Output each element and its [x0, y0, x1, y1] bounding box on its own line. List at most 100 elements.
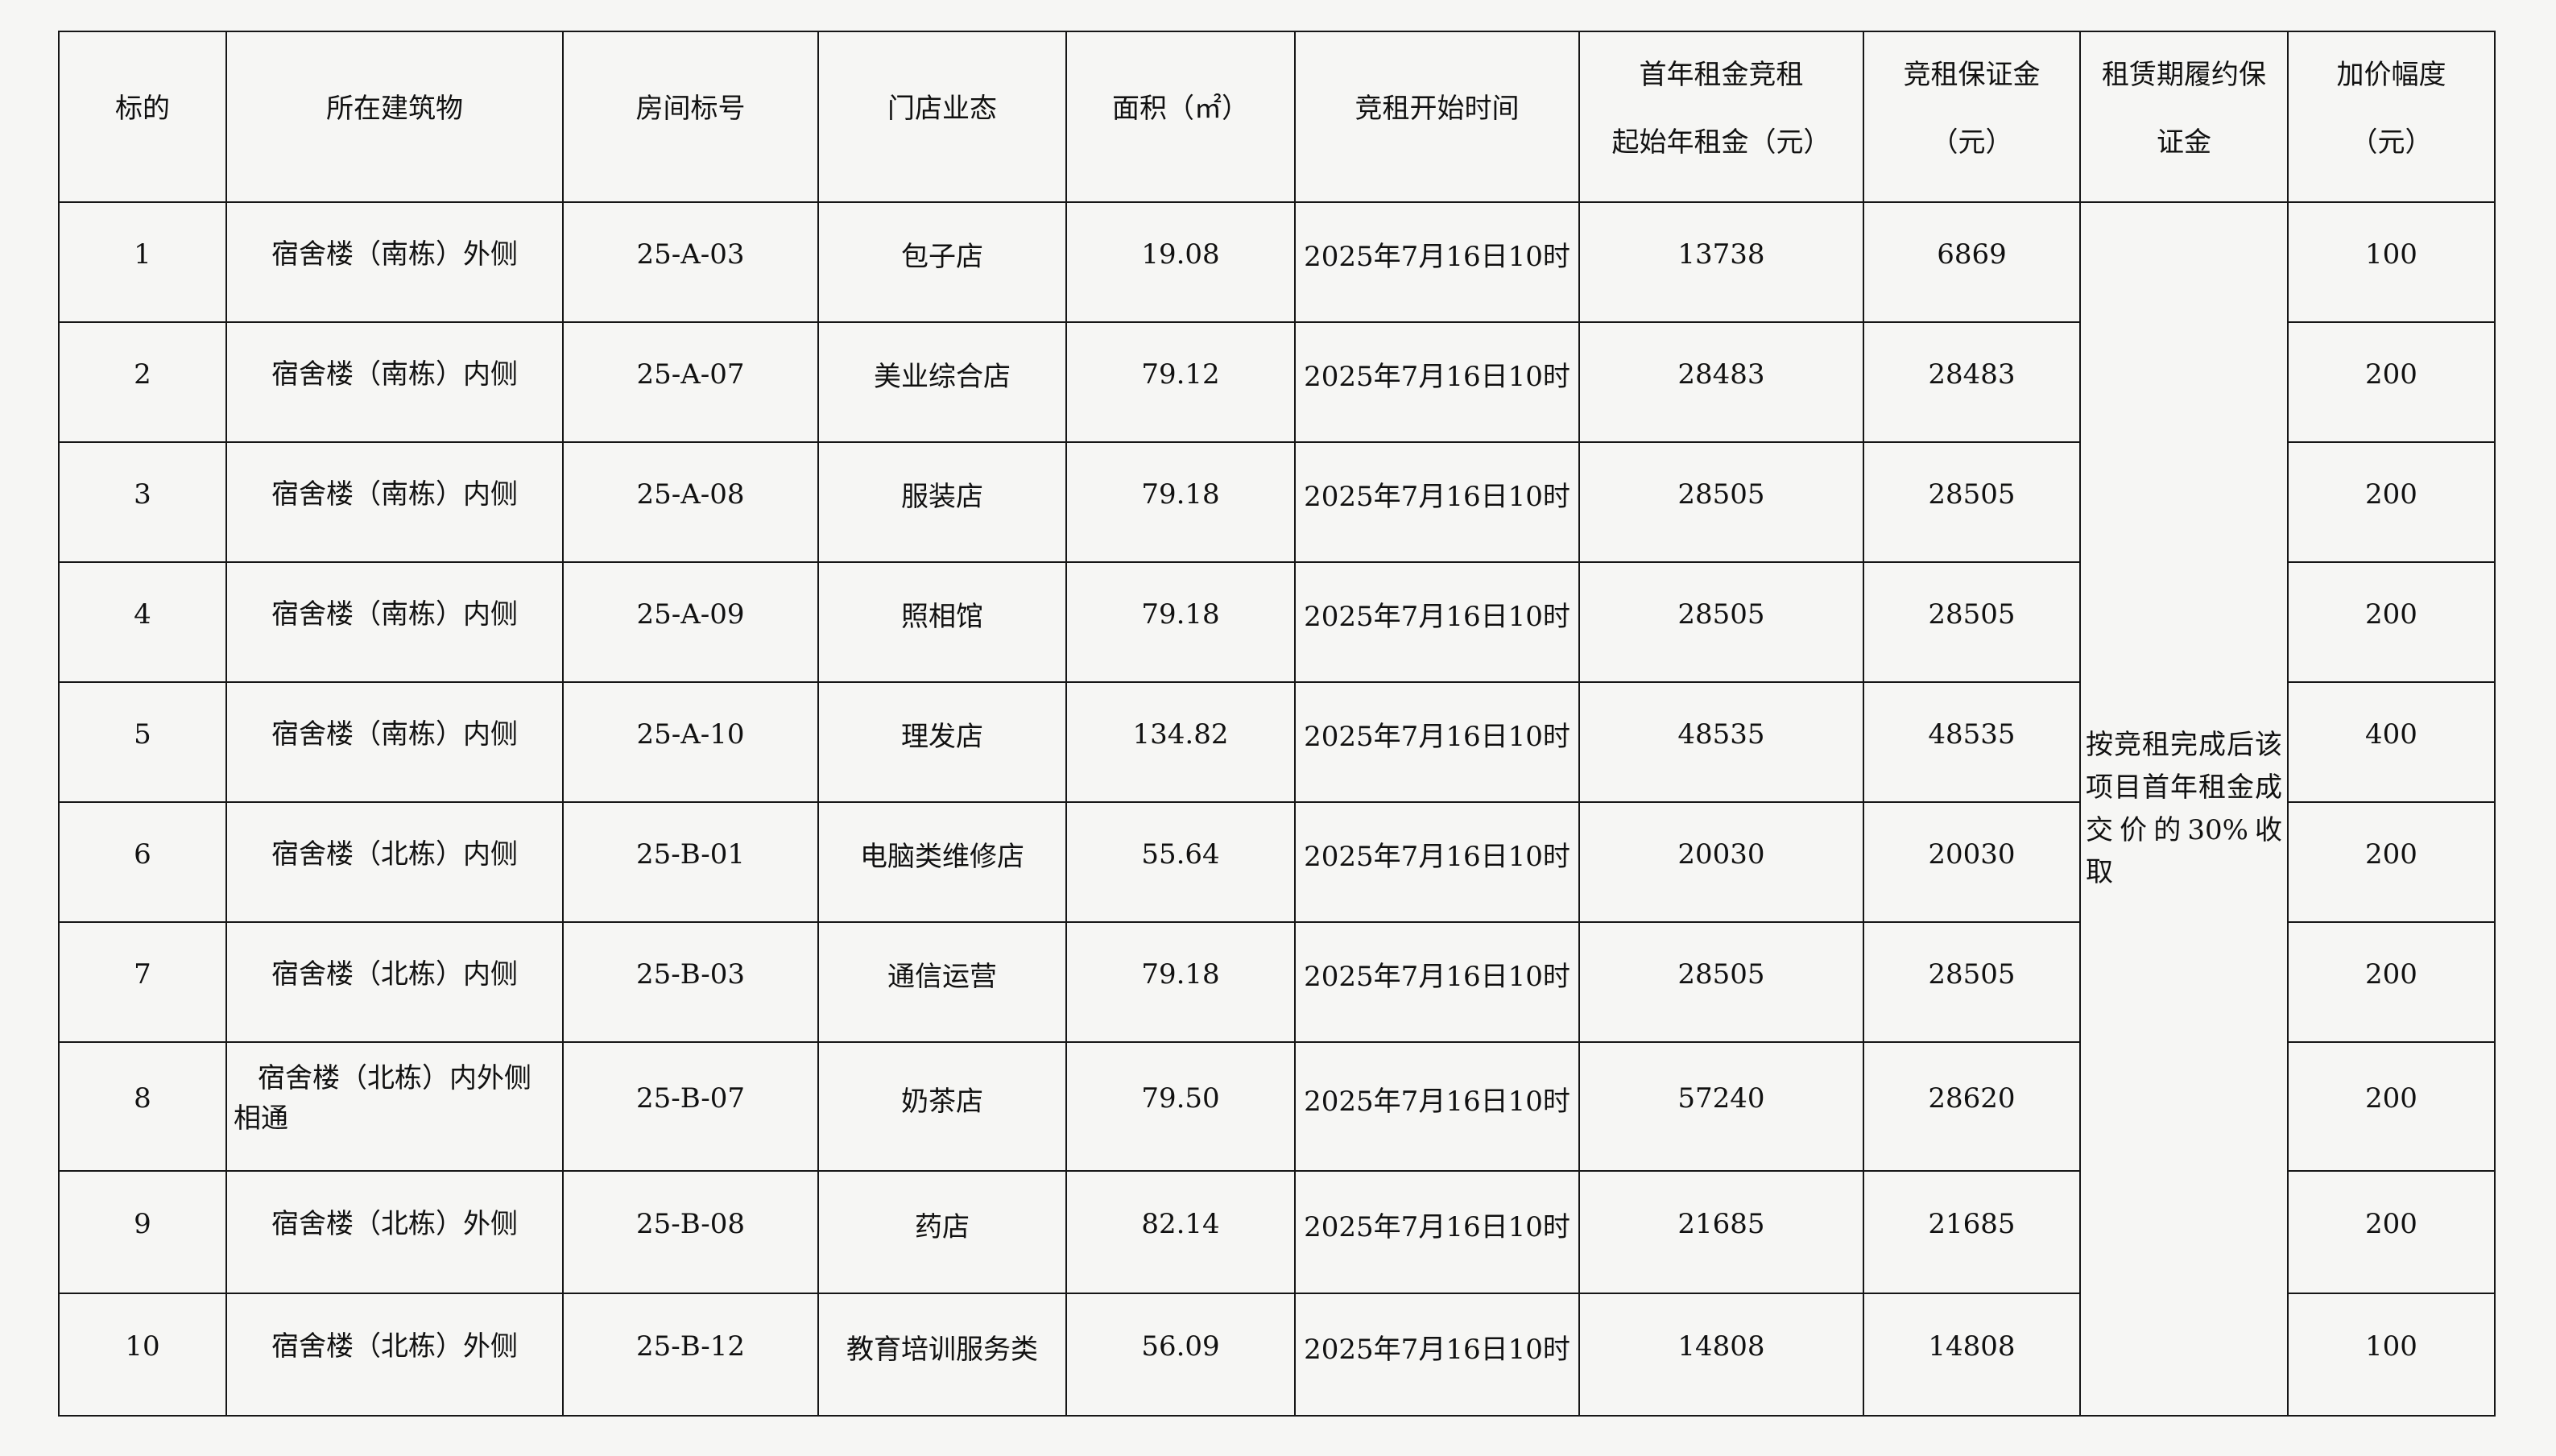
cell-business-type: 奶茶店 — [817, 1041, 1067, 1172]
cell-building: 宿舍楼（北栋）外侧 — [225, 1293, 564, 1417]
col-header-building: 所在建筑物 — [225, 31, 564, 203]
cell-room-no: 25-A-07 — [562, 321, 819, 443]
cell-room-no: 25-A-03 — [562, 201, 819, 323]
cell-room-no: 25-B-07 — [562, 1041, 819, 1172]
cell-business-type: 照相馆 — [817, 561, 1067, 683]
table-row: 6 宿舍楼（北栋）内侧 25-B-01 电脑类维修店 55.64 2025年7月… — [58, 801, 2496, 923]
cell-bid-deposit: 28620 — [1863, 1041, 2081, 1172]
col-header-business-type: 门店业态 — [817, 31, 1067, 203]
cell-building: 宿舍楼（南栋）外侧 — [225, 201, 564, 323]
cell-bid-deposit: 28505 — [1863, 561, 2081, 683]
cell-subject-no: 9 — [58, 1170, 227, 1294]
cell-subject-no: 2 — [58, 321, 227, 443]
cell-starting-rent: 28505 — [1578, 561, 1864, 683]
cell-room-no: 25-B-12 — [562, 1293, 819, 1417]
cell-room-no: 25-A-10 — [562, 681, 819, 803]
table-row: 2 宿舍楼（南栋）内侧 25-A-07 美业综合店 79.12 2025年7月1… — [58, 321, 2496, 443]
cell-bid-deposit: 28505 — [1863, 921, 2081, 1043]
cell-start-time: 2025年7月16日10时 — [1294, 921, 1580, 1043]
cell-bid-deposit: 20030 — [1863, 801, 2081, 923]
cell-bid-deposit: 14808 — [1863, 1293, 2081, 1417]
cell-start-time: 2025年7月16日10时 — [1294, 1041, 1580, 1172]
cell-area: 79.18 — [1065, 921, 1296, 1043]
cell-area: 82.14 — [1065, 1170, 1296, 1294]
cell-subject-no: 6 — [58, 801, 227, 923]
cell-starting-rent: 48535 — [1578, 681, 1864, 803]
cell-building: 宿舍楼（南栋）内侧 — [225, 441, 564, 563]
cell-start-time: 2025年7月16日10时 — [1294, 801, 1580, 923]
cell-area: 55.64 — [1065, 801, 1296, 923]
cell-building: 宿舍楼（北栋）内侧 — [225, 921, 564, 1043]
table-row: 1 宿舍楼（南栋）外侧 25-A-03 包子店 19.08 2025年7月16日… — [58, 201, 2496, 1417]
table-row: 5 宿舍楼（南栋）内侧 25-A-10 理发店 134.82 2025年7月16… — [58, 681, 2496, 803]
table-row: 8 宿舍楼（北栋）内外侧 相通 25-B-07 奶茶店 79.50 2025年7月… — [58, 1041, 2496, 1172]
cell-building: 宿舍楼（北栋）内侧 — [225, 801, 564, 923]
table-row: 7 宿舍楼（北栋）内侧 25-B-03 通信运营 79.18 2025年7月16… — [58, 921, 2496, 1043]
cell-room-no: 25-B-08 — [562, 1170, 819, 1294]
col-header-subject: 标的 — [58, 31, 227, 203]
cell-start-time: 2025年7月16日10时 — [1294, 1293, 1580, 1417]
cell-bid-deposit: 21685 — [1863, 1170, 2081, 1294]
cell-building: 宿舍楼（北栋）外侧 — [225, 1170, 564, 1294]
cell-bid-deposit: 6869 — [1863, 201, 2081, 323]
cell-start-time: 2025年7月16日10时 — [1294, 681, 1580, 803]
cell-starting-rent: 21685 — [1578, 1170, 1864, 1294]
cell-subject-no: 5 — [58, 681, 227, 803]
cell-start-time: 2025年7月16日10时 — [1294, 321, 1580, 443]
cell-start-time: 2025年7月16日10时 — [1294, 561, 1580, 683]
cell-starting-rent: 57240 — [1578, 1041, 1864, 1172]
cell-area: 134.82 — [1065, 681, 1296, 803]
cell-increment: 200 — [2287, 921, 2496, 1043]
cell-starting-rent: 14808 — [1578, 1293, 1864, 1417]
cell-increment: 400 — [2287, 681, 2496, 803]
cell-area: 79.50 — [1065, 1041, 1296, 1172]
cell-area: 56.09 — [1065, 1293, 1296, 1417]
cell-business-type: 理发店 — [817, 681, 1067, 803]
cell-increment: 100 — [2287, 1293, 2496, 1417]
cell-increment: 100 — [2287, 201, 2496, 323]
col-header-area: 面积（㎡） — [1065, 31, 1296, 203]
cell-subject-no: 7 — [58, 921, 227, 1043]
rental-bidding-table: 标的 所在建筑物 房间标号 门店业态 面积（㎡） 竞租开始时间 首年租金竞租 起始… — [58, 31, 2496, 1417]
cell-starting-rent: 20030 — [1578, 801, 1864, 923]
cell-bid-deposit: 28483 — [1863, 321, 2081, 443]
cell-starting-rent: 28505 — [1578, 921, 1864, 1043]
cell-room-no: 25-A-09 — [562, 561, 819, 683]
cell-performance-bond-note: 按竞租完成后该项目首年租金成交价的30%收取 — [2079, 201, 2289, 1417]
cell-business-type: 服装店 — [817, 441, 1067, 563]
table-header-row: 标的 所在建筑物 房间标号 门店业态 面积（㎡） 竞租开始时间 首年租金竞租 起始… — [58, 31, 2496, 203]
col-header-bid-deposit: 竞租保证金 （元） — [1863, 31, 2081, 203]
cell-business-type: 电脑类维修店 — [817, 801, 1067, 923]
cell-starting-rent: 28483 — [1578, 321, 1864, 443]
cell-business-type: 包子店 — [817, 201, 1067, 323]
cell-increment: 200 — [2287, 1041, 2496, 1172]
cell-subject-no: 1 — [58, 201, 227, 323]
cell-subject-no: 4 — [58, 561, 227, 683]
table-row: 10 宿舍楼（北栋）外侧 25-B-12 教育培训服务类 56.09 2025年… — [58, 1293, 2496, 1417]
cell-room-no: 25-B-03 — [562, 921, 819, 1043]
cell-start-time: 2025年7月16日10时 — [1294, 441, 1580, 563]
cell-increment: 200 — [2287, 1170, 2496, 1294]
cell-bid-deposit: 48535 — [1863, 681, 2081, 803]
cell-start-time: 2025年7月16日10时 — [1294, 201, 1580, 323]
cell-subject-no: 8 — [58, 1041, 227, 1172]
cell-building: 宿舍楼（北栋）内外侧 相通 — [225, 1041, 564, 1172]
cell-start-time: 2025年7月16日10时 — [1294, 1170, 1580, 1294]
cell-building: 宿舍楼（南栋）内侧 — [225, 321, 564, 443]
col-header-starting-rent: 首年租金竞租 起始年租金（元） — [1578, 31, 1864, 203]
cell-room-no: 25-A-08 — [562, 441, 819, 563]
cell-area: 79.18 — [1065, 441, 1296, 563]
cell-building: 宿舍楼（南栋）内侧 — [225, 561, 564, 683]
table-row: 3 宿舍楼（南栋）内侧 25-A-08 服装店 79.18 2025年7月16日… — [58, 441, 2496, 563]
cell-subject-no: 3 — [58, 441, 227, 563]
cell-room-no: 25-B-01 — [562, 801, 819, 923]
cell-area: 79.18 — [1065, 561, 1296, 683]
table-row: 4 宿舍楼（南栋）内侧 25-A-09 照相馆 79.18 2025年7月16日… — [58, 561, 2496, 683]
col-header-increment: 加价幅度 （元） — [2287, 31, 2496, 203]
col-header-room-no: 房间标号 — [562, 31, 819, 203]
col-header-start-time: 竞租开始时间 — [1294, 31, 1580, 203]
cell-area: 79.12 — [1065, 321, 1296, 443]
cell-starting-rent: 13738 — [1578, 201, 1864, 323]
col-header-performance-bond: 租赁期履约保 证金 — [2079, 31, 2289, 203]
